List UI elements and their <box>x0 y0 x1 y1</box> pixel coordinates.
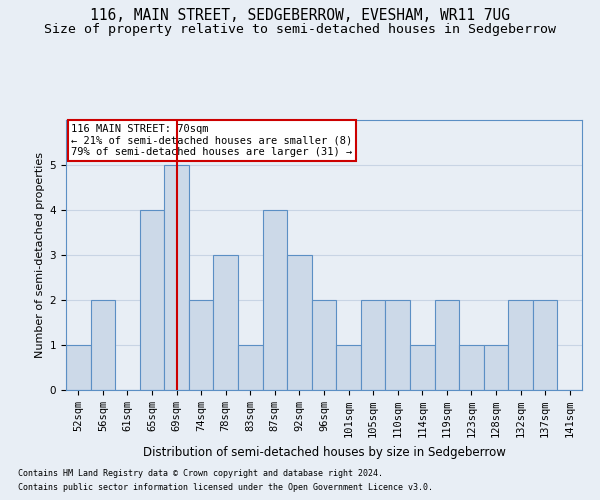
Bar <box>238 345 263 390</box>
Bar <box>385 300 410 390</box>
Text: Contains HM Land Registry data © Crown copyright and database right 2024.: Contains HM Land Registry data © Crown c… <box>18 468 383 477</box>
Bar <box>263 210 287 390</box>
X-axis label: Distribution of semi-detached houses by size in Sedgeberrow: Distribution of semi-detached houses by … <box>143 446 505 458</box>
Bar <box>459 345 484 390</box>
Bar <box>361 300 385 390</box>
Text: Contains public sector information licensed under the Open Government Licence v3: Contains public sector information licen… <box>18 484 433 492</box>
Bar <box>164 165 189 390</box>
Bar <box>189 300 214 390</box>
Bar <box>410 345 434 390</box>
Bar <box>140 210 164 390</box>
Bar <box>434 300 459 390</box>
Bar <box>91 300 115 390</box>
Bar <box>287 255 312 390</box>
Y-axis label: Number of semi-detached properties: Number of semi-detached properties <box>35 152 46 358</box>
Bar <box>336 345 361 390</box>
Bar <box>312 300 336 390</box>
Bar <box>508 300 533 390</box>
Bar <box>66 345 91 390</box>
Bar <box>533 300 557 390</box>
Bar <box>214 255 238 390</box>
Text: 116 MAIN STREET: 70sqm
← 21% of semi-detached houses are smaller (8)
79% of semi: 116 MAIN STREET: 70sqm ← 21% of semi-det… <box>71 124 352 157</box>
Text: 116, MAIN STREET, SEDGEBERROW, EVESHAM, WR11 7UG: 116, MAIN STREET, SEDGEBERROW, EVESHAM, … <box>90 8 510 22</box>
Bar <box>484 345 508 390</box>
Text: Size of property relative to semi-detached houses in Sedgeberrow: Size of property relative to semi-detach… <box>44 22 556 36</box>
